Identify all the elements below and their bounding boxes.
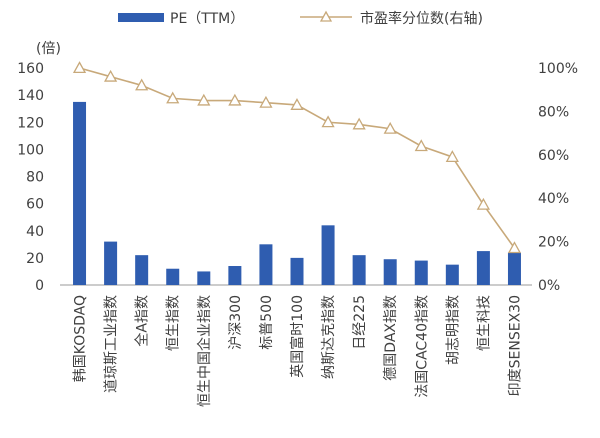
right-tick-label: 100%	[538, 61, 578, 77]
bar-series	[73, 101, 521, 285]
right-tick-label: 40%	[538, 191, 569, 207]
line-point	[72, 61, 87, 74]
line-point	[166, 91, 180, 104]
bar	[197, 271, 211, 285]
bar	[352, 255, 366, 285]
line-point	[290, 98, 304, 110]
category-label: 印度SENSEX30	[507, 295, 523, 396]
bar	[383, 259, 397, 285]
left-tick-label: 80	[26, 170, 44, 186]
left-tick-label: 40	[26, 224, 44, 240]
bar	[135, 255, 149, 285]
line-point	[476, 197, 491, 210]
right-tick-label: 0%	[538, 278, 560, 294]
left-tick-label: 160	[17, 61, 44, 77]
left-axis-unit-label: (倍)	[36, 41, 61, 57]
right-tick-label: 80%	[538, 104, 569, 120]
category-labels: 韩国KOSDAQ 道琼斯工业指数 全A指数 恒生指数 恒生中国企业指数 沪深300 标普50…	[73, 295, 524, 407]
legend-label-pe: PE（TTM）	[170, 11, 244, 27]
line-point	[197, 93, 211, 106]
line-series	[72, 61, 522, 254]
category-label: 恒生科技	[476, 295, 492, 351]
bar	[166, 268, 180, 285]
line-point	[383, 121, 397, 134]
bar	[259, 244, 273, 285]
category-label: 日经225	[352, 295, 368, 350]
legend-swatch-pe	[118, 13, 164, 22]
bar	[104, 241, 118, 285]
left-axis-ticks: 0 20 40 60 80 100 120 140 160	[17, 61, 44, 294]
left-tick-label: 140	[17, 88, 44, 104]
bar	[228, 266, 242, 285]
bar	[290, 257, 304, 285]
line-point	[352, 117, 366, 130]
right-axis-ticks: 0% 20% 40% 60% 80% 100%	[538, 61, 578, 294]
right-tick-label: 60%	[538, 148, 569, 164]
bar	[476, 251, 490, 285]
category-label: 道琼斯工业指数	[104, 295, 120, 393]
legend-marker-triangle	[319, 10, 333, 22]
category-label: 标普500	[259, 295, 275, 350]
line-point	[135, 78, 149, 91]
line-point	[445, 150, 459, 163]
bar	[507, 252, 521, 285]
line-point	[103, 69, 118, 82]
line-point	[507, 241, 522, 254]
left-tick-label: 60	[26, 197, 44, 213]
right-tick-label: 20%	[538, 235, 569, 251]
left-tick-label: 0	[35, 278, 44, 294]
line-point	[414, 139, 428, 152]
line-point	[228, 93, 242, 106]
bar	[73, 101, 87, 285]
legend: PE（TTM） 市盈率分位数(右轴)	[118, 10, 483, 27]
category-label: 法国CAC40指数	[414, 295, 430, 398]
line-point	[321, 115, 335, 128]
bar	[445, 264, 459, 285]
left-tick-label: 20	[26, 251, 44, 267]
category-label: 胡志明指数	[445, 295, 461, 365]
category-label: 韩国KOSDAQ	[73, 295, 89, 382]
category-label: 德国DAX指数	[383, 295, 399, 381]
left-tick-label: 120	[17, 115, 44, 131]
bar	[321, 225, 335, 285]
category-label: 全A指数	[134, 295, 151, 347]
left-tick-label: 100	[17, 142, 44, 158]
category-label: 英国富时100	[289, 295, 306, 378]
category-label: 沪深300	[228, 295, 244, 350]
category-label: 恒生中国企业指数	[196, 295, 213, 407]
category-label: 纳斯达克指数	[321, 295, 337, 379]
line-point	[259, 95, 273, 108]
bar	[414, 260, 428, 285]
category-label: 恒生指数	[166, 295, 182, 351]
legend-label-percentile: 市盈率分位数(右轴)	[360, 10, 483, 27]
